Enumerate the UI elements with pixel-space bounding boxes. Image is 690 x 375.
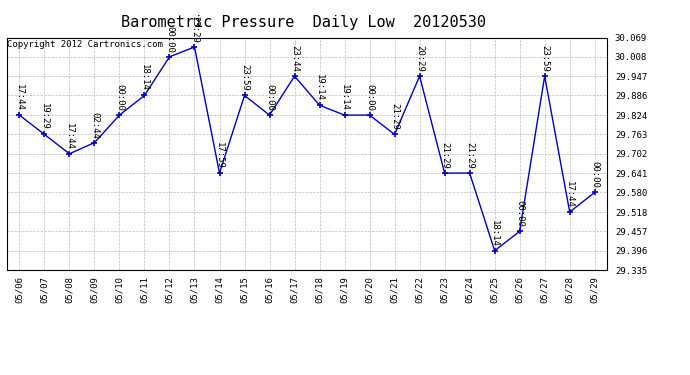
Text: 18:14: 18:14	[490, 220, 499, 246]
Text: 23:29: 23:29	[190, 16, 199, 43]
Text: 19:14: 19:14	[315, 74, 324, 101]
Text: 21:29: 21:29	[390, 104, 399, 130]
Text: 23:59: 23:59	[240, 64, 249, 91]
Text: 21:29: 21:29	[465, 142, 474, 169]
Text: Copyright 2012 Cartronics.com: Copyright 2012 Cartronics.com	[7, 40, 163, 49]
Text: 00:00: 00:00	[365, 84, 374, 111]
Text: 00:00: 00:00	[515, 200, 524, 227]
Text: 18:14: 18:14	[140, 64, 149, 91]
Text: 17:59: 17:59	[215, 142, 224, 169]
Text: 17:44: 17:44	[15, 84, 24, 111]
Text: 00:00: 00:00	[590, 161, 599, 188]
Text: 00:00: 00:00	[265, 84, 274, 111]
Text: 17:44: 17:44	[565, 181, 574, 208]
Text: Barometric Pressure  Daily Low  20120530: Barometric Pressure Daily Low 20120530	[121, 15, 486, 30]
Text: 23:44: 23:44	[290, 45, 299, 72]
Text: 23:59: 23:59	[540, 45, 549, 72]
Text: 19:14: 19:14	[340, 84, 349, 111]
Text: 17:44: 17:44	[65, 123, 74, 150]
Text: 00:00: 00:00	[115, 84, 124, 111]
Text: 20:29: 20:29	[415, 45, 424, 72]
Text: 00:00: 00:00	[165, 26, 174, 53]
Text: 21:29: 21:29	[440, 142, 449, 169]
Text: 19:29: 19:29	[40, 104, 49, 130]
Text: 02:44: 02:44	[90, 112, 99, 138]
